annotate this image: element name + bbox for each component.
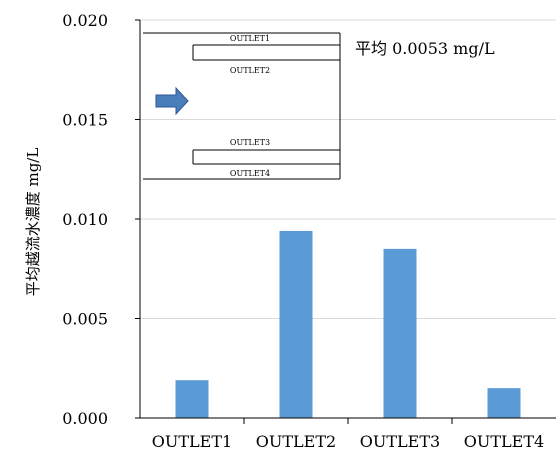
y-ticks (135, 19, 140, 419)
average-annotation: 平均 0.0053 mg/L (355, 39, 495, 58)
y-axis-label: 平均越流水濃度 mg/L (24, 148, 42, 297)
inset-label-outlet2: OUTLET2 (230, 66, 270, 75)
x-tick-label: OUTLET3 (360, 432, 440, 451)
bar-outlet4 (487, 388, 521, 418)
y-tick-label: 0.010 (62, 210, 108, 229)
y-tick-label: 0.020 (62, 11, 108, 30)
x-tick-labels: OUTLET1 OUTLET2 OUTLET3 OUTLET4 (152, 432, 544, 451)
y-tick-label: 0.015 (62, 111, 108, 130)
inset-label-outlet1: OUTLET1 (230, 34, 270, 43)
x-tick-label: OUTLET4 (464, 432, 544, 451)
inset-label-outlet4: OUTLET4 (230, 169, 270, 178)
x-tick-label: OUTLET1 (152, 432, 232, 451)
bars (175, 230, 521, 418)
flow-arrow-icon (155, 86, 189, 116)
bar-outlet1 (175, 380, 209, 418)
bar-outlet2 (279, 230, 313, 418)
x-ticks (243, 418, 453, 424)
x-tick-label: OUTLET2 (256, 432, 336, 451)
bar-outlet3 (383, 248, 417, 418)
inset-diagram: OUTLET1 OUTLET2 OUTLET3 OUTLET4 (143, 32, 341, 180)
y-tick-label: 0.005 (62, 310, 108, 329)
y-tick-labels: 0.000 0.005 0.010 0.015 0.020 (62, 11, 108, 428)
inset-label-outlet3: OUTLET3 (230, 138, 270, 147)
gridlines (140, 19, 556, 319)
y-tick-label: 0.000 (62, 409, 108, 428)
